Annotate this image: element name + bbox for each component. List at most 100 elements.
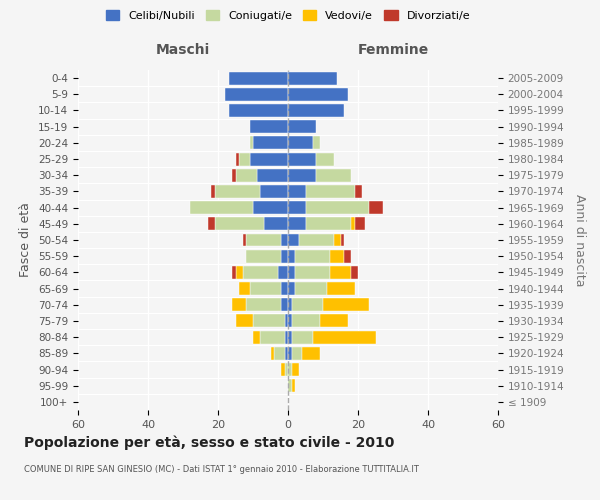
Bar <box>368 201 383 214</box>
Bar <box>288 282 295 295</box>
Bar <box>284 363 288 376</box>
Bar <box>355 185 361 198</box>
Bar <box>284 314 288 328</box>
Bar <box>281 282 288 295</box>
Bar <box>341 234 344 246</box>
Bar <box>351 218 355 230</box>
Bar <box>284 347 288 360</box>
Bar <box>232 266 235 279</box>
Bar <box>284 330 288 344</box>
Bar <box>215 185 260 198</box>
Bar <box>305 218 351 230</box>
Bar <box>281 298 288 311</box>
Bar <box>232 169 235 181</box>
Bar <box>253 136 288 149</box>
Bar <box>235 169 257 181</box>
Bar <box>288 104 344 117</box>
Y-axis label: Fasce di età: Fasce di età <box>19 202 32 278</box>
Text: Popolazione per età, sesso e stato civile - 2010: Popolazione per età, sesso e stato civil… <box>24 435 394 450</box>
Bar <box>313 330 376 344</box>
Bar <box>225 88 288 101</box>
Bar <box>355 218 365 230</box>
Bar <box>260 330 284 344</box>
Bar <box>281 250 288 262</box>
Bar <box>253 314 284 328</box>
Bar <box>246 250 281 262</box>
Bar <box>288 185 305 198</box>
Bar <box>246 234 281 246</box>
Bar <box>229 104 288 117</box>
Bar <box>292 298 323 311</box>
Bar <box>330 250 344 262</box>
Bar <box>344 250 351 262</box>
Bar <box>288 298 292 311</box>
Bar <box>302 347 320 360</box>
Bar <box>299 234 334 246</box>
Bar <box>239 152 250 166</box>
Bar <box>288 250 295 262</box>
Bar <box>281 363 284 376</box>
Bar <box>313 136 320 149</box>
Bar <box>295 282 326 295</box>
Bar <box>288 347 292 360</box>
Bar <box>288 234 299 246</box>
Bar <box>295 250 330 262</box>
Bar <box>288 379 292 392</box>
Bar <box>250 136 253 149</box>
Bar <box>211 185 215 198</box>
Bar <box>242 266 277 279</box>
Bar <box>235 314 253 328</box>
Text: COMUNE DI RIPE SAN GINESIO (MC) - Dati ISTAT 1° gennaio 2010 - Elaborazione TUTT: COMUNE DI RIPE SAN GINESIO (MC) - Dati I… <box>24 465 419 474</box>
Bar <box>288 72 337 85</box>
Bar <box>292 363 299 376</box>
Bar <box>242 234 246 246</box>
Bar <box>330 266 351 279</box>
Bar <box>292 347 302 360</box>
Bar <box>288 152 316 166</box>
Bar <box>260 185 288 198</box>
Bar <box>239 282 250 295</box>
Bar <box>274 347 284 360</box>
Bar <box>292 330 313 344</box>
Bar <box>288 363 292 376</box>
Bar <box>288 330 292 344</box>
Bar <box>215 218 263 230</box>
Bar <box>288 218 305 230</box>
Bar <box>292 314 320 328</box>
Bar <box>288 314 292 328</box>
Text: Femmine: Femmine <box>358 44 428 58</box>
Bar <box>250 120 288 133</box>
Bar <box>295 266 330 279</box>
Bar <box>292 379 295 392</box>
Bar <box>253 201 288 214</box>
Bar <box>263 218 288 230</box>
Legend: Celibi/Nubili, Coniugati/e, Vedovi/e, Divorziati/e: Celibi/Nubili, Coniugati/e, Vedovi/e, Di… <box>101 6 475 25</box>
Bar <box>320 314 347 328</box>
Text: Maschi: Maschi <box>156 44 210 58</box>
Bar <box>288 88 347 101</box>
Bar <box>316 169 351 181</box>
Bar <box>288 136 313 149</box>
Bar <box>208 218 215 230</box>
Bar <box>246 298 281 311</box>
Bar <box>288 169 316 181</box>
Bar <box>323 298 368 311</box>
Bar <box>305 201 368 214</box>
Bar <box>334 234 341 246</box>
Bar <box>253 330 260 344</box>
Bar <box>288 266 295 279</box>
Bar <box>326 282 355 295</box>
Y-axis label: Anni di nascita: Anni di nascita <box>573 194 586 286</box>
Bar <box>316 152 334 166</box>
Bar <box>257 169 288 181</box>
Bar <box>235 152 239 166</box>
Bar <box>235 266 242 279</box>
Bar <box>250 152 288 166</box>
Bar <box>288 201 305 214</box>
Bar <box>288 120 316 133</box>
Bar <box>250 282 281 295</box>
Bar <box>351 266 358 279</box>
Bar <box>277 266 288 279</box>
Bar <box>281 234 288 246</box>
Bar <box>271 347 274 360</box>
